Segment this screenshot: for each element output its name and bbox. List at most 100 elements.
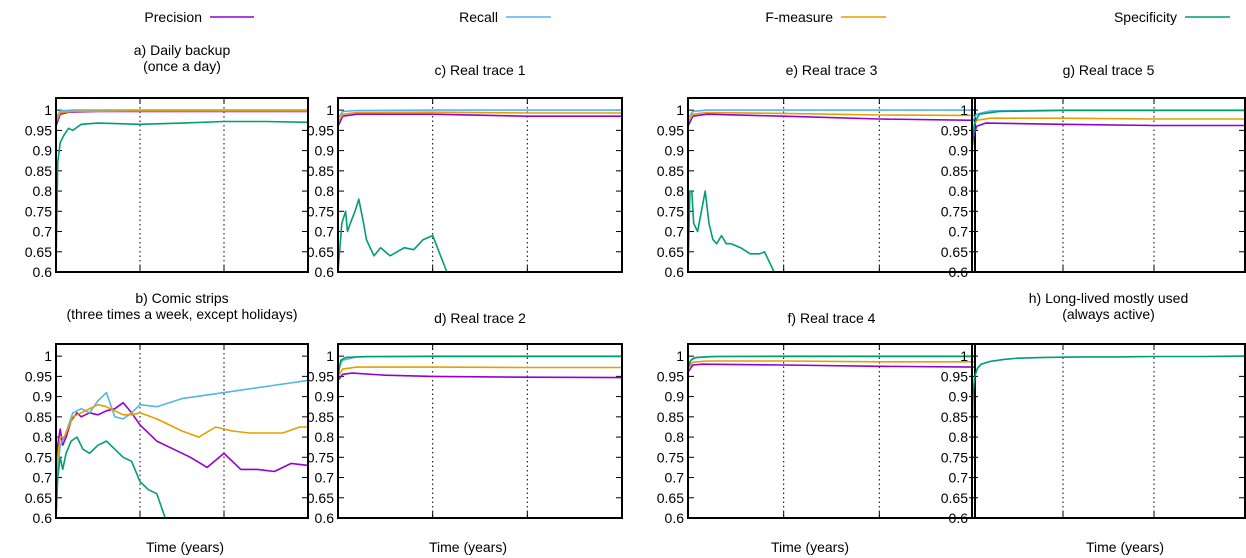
y-tick-label: 0.7 <box>949 470 969 486</box>
x-axis-label: Time (years) <box>771 539 849 555</box>
chart-panel: e) Real trace 3 1 0.95 0.9 0.85 0.8 0.75 0.7 0.6… <box>657 62 976 280</box>
legend-item-recall: Recall <box>459 9 551 25</box>
series-line-f-measure <box>338 111 622 123</box>
series-line-specificity <box>338 355 622 377</box>
panel-title: e) Real trace 3 <box>786 62 878 78</box>
y-tick-label: 0.7 <box>665 224 685 240</box>
y-tick-label: 0.65 <box>657 490 684 506</box>
chart-panel: b) Comic strips(three times a week, exce… <box>25 290 309 526</box>
y-tick-label: 0.7 <box>33 224 53 240</box>
panel-title: (once a day) <box>143 58 221 74</box>
y-tick-label: 0.9 <box>949 143 969 159</box>
series-line-precision <box>338 113 622 127</box>
y-tick-label: 0.95 <box>657 122 684 138</box>
y-tick-label: 0.85 <box>25 409 52 425</box>
y-tick-label: 0.75 <box>25 203 52 219</box>
y-tick-label: 0.95 <box>307 368 334 384</box>
series-line-recall <box>688 355 975 365</box>
x-axis-labels: Time (years) Time (years) Time (years) T… <box>146 539 1164 555</box>
plot-frame <box>687 97 976 273</box>
y-tick-label: 0.95 <box>941 368 968 384</box>
legend-label-specificity: Specificity <box>1114 9 1177 25</box>
y-tick-label: 1 <box>676 102 684 118</box>
series-line-f-measure <box>688 360 975 369</box>
y-tick-label: 0.6 <box>665 510 685 526</box>
series-line-f-measure <box>56 403 308 518</box>
series-line-f-measure <box>338 366 622 377</box>
y-tick-label: 0.6 <box>33 510 53 526</box>
y-tick-label: 0.65 <box>307 490 334 506</box>
y-tick-label: 0.6 <box>315 510 335 526</box>
y-tick-label: 0.95 <box>25 368 52 384</box>
y-tick-label: 0.8 <box>315 183 335 199</box>
legend-label-f-measure: F-measure <box>765 9 833 25</box>
legend-item-f-measure: F-measure <box>765 9 886 25</box>
series-line-specificity <box>56 436 166 518</box>
panel-title: f) Real trace 4 <box>788 310 876 326</box>
chart-panel: f) Real trace 4 1 0.95 0.9 0.85 0.8 0.75 0.7 0.6… <box>657 310 976 526</box>
y-tick-label: 0.8 <box>315 429 335 445</box>
y-tick-label: 0.95 <box>307 122 334 138</box>
plot-frame <box>55 343 309 519</box>
y-tick-label: 0.75 <box>941 203 968 219</box>
y-tick-label: 1 <box>960 348 968 364</box>
y-tick-label: 0.75 <box>657 203 684 219</box>
chart-panel: h) Long-lived mostly used(always active)… <box>941 290 1246 526</box>
y-tick-label: 0.75 <box>25 449 52 465</box>
series-line-recall <box>338 109 622 119</box>
series-line-specificity <box>688 355 975 369</box>
y-tick-label: 1 <box>676 348 684 364</box>
y-tick-label: 0.6 <box>33 264 53 280</box>
y-tick-label: 0.6 <box>949 510 969 526</box>
y-tick-label: 0.8 <box>665 429 685 445</box>
y-tick-label: 0.7 <box>33 470 53 486</box>
series-line-f-measure <box>688 111 975 123</box>
plot-frame <box>55 97 309 273</box>
plot-frame <box>337 97 623 273</box>
y-tick-label: 0.65 <box>941 490 968 506</box>
panel-title: (three times a week, except holidays) <box>66 306 297 322</box>
y-tick-label: 0.65 <box>657 244 684 260</box>
y-tick-label: 0.6 <box>315 264 335 280</box>
y-tick-label: 1 <box>326 102 334 118</box>
y-tick-label: 0.7 <box>315 470 335 486</box>
y-tick-label: 0.7 <box>315 224 335 240</box>
y-tick-label: 0.9 <box>665 389 685 405</box>
y-tick-label: 1 <box>326 348 334 364</box>
legend-item-precision: Precision <box>144 9 254 25</box>
y-tick-label: 0.9 <box>665 143 685 159</box>
y-tick-label: 0.8 <box>33 429 53 445</box>
y-tick-label: 0.65 <box>941 244 968 260</box>
y-tick-label: 0.9 <box>33 389 53 405</box>
y-tick-label: 0.7 <box>665 470 685 486</box>
y-tick-label: 0.8 <box>33 183 53 199</box>
y-tick-label: 0.95 <box>25 122 52 138</box>
panel-title: c) Real trace 1 <box>434 62 525 78</box>
series-line-f-measure <box>56 110 308 123</box>
y-tick-label: 0.6 <box>949 264 969 280</box>
y-tick-label: 1 <box>960 102 968 118</box>
chart-panel: d) Real trace 2 1 0.95 0.9 0.85 0.8 0.75 0.7 0.6… <box>307 310 623 526</box>
series-line-recall <box>56 379 308 518</box>
series-line-precision <box>56 401 308 518</box>
plot-frame <box>971 97 1246 273</box>
y-tick-label: 0.65 <box>25 244 52 260</box>
series-line-specificity <box>56 120 308 272</box>
series-line-recall <box>688 109 975 119</box>
y-tick-label: 0.9 <box>949 389 969 405</box>
y-tick-label: 0.85 <box>307 409 334 425</box>
chart-panel: g) Real trace 5 1 0.95 0.9 0.85 0.8 0.75 0.7 0.6… <box>941 62 1246 280</box>
legend-label-recall: Recall <box>459 9 498 25</box>
chart-panel: a) Daily backup(once a day) 1 0.95 0.9 0.85 0… <box>25 42 309 280</box>
y-tick-label: 0.85 <box>657 163 684 179</box>
y-tick-label: 0.85 <box>307 163 334 179</box>
y-tick-label: 0.85 <box>25 163 52 179</box>
plot-frame <box>687 343 976 519</box>
y-tick-label: 1 <box>44 348 52 364</box>
series-line-specificity <box>338 198 448 272</box>
panel-title: h) Long-lived mostly used <box>1029 290 1189 306</box>
y-tick-label: 0.75 <box>657 449 684 465</box>
panel-title: b) Comic strips <box>135 290 228 306</box>
y-tick-label: 0.8 <box>949 429 969 445</box>
